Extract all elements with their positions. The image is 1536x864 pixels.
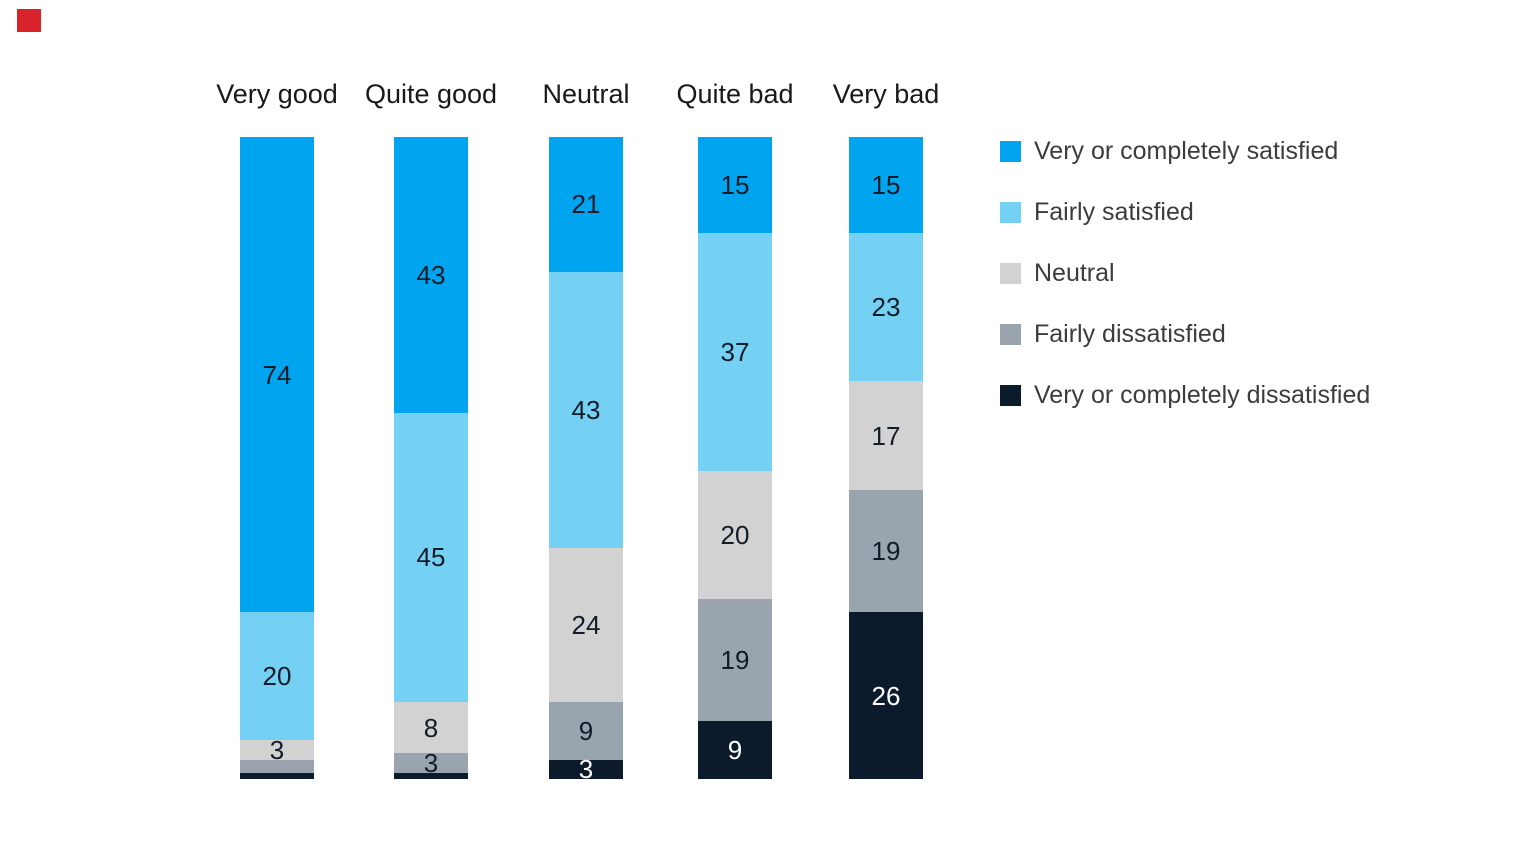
segment-value-label: 15 <box>871 170 901 201</box>
bar-segment: 43 <box>394 137 468 414</box>
legend-label: Fairly satisfied <box>1034 197 1194 226</box>
bar-segment: 26 <box>849 612 923 779</box>
legend-swatch <box>1000 262 1021 284</box>
segment-value-label: 74 <box>262 359 292 390</box>
legend-swatch <box>1000 140 1021 162</box>
bar-segment: 3 <box>240 737 314 763</box>
category-label: Very bad <box>832 79 940 109</box>
segment-value-label: 20 <box>720 520 750 551</box>
stacked-bar: 21 43 24 9 3 <box>549 137 623 782</box>
legend-swatch <box>1000 323 1021 345</box>
segment-value-label: 9 <box>578 715 594 746</box>
segment-value-label: 23 <box>871 292 901 323</box>
segment-value-label: 24 <box>571 609 601 640</box>
stacked-bar: 43 45 8 3 <box>394 137 468 779</box>
segment-value-label: 19 <box>720 645 750 676</box>
category-label: Quite good <box>364 79 498 109</box>
bar-segment: 19 <box>849 490 923 613</box>
bar-segment: 20 <box>698 470 772 600</box>
legend-item: Fairly satisfied <box>1000 197 1370 227</box>
segment-value-label: 19 <box>871 536 901 567</box>
segment-value-label: 21 <box>571 189 601 220</box>
bar-segment: 3 <box>549 756 623 782</box>
bar-segment: 45 <box>394 413 468 702</box>
segment-value-label: 43 <box>571 394 601 425</box>
category-label: Very good <box>216 79 338 109</box>
segment-value-label: 17 <box>871 420 901 451</box>
bar-segment: 23 <box>849 233 923 381</box>
segment-value-label: 37 <box>720 337 750 368</box>
bar-segment <box>240 772 314 779</box>
segment-value-label: 3 <box>423 747 439 778</box>
legend-swatch <box>1000 201 1021 223</box>
bar-segment <box>240 759 314 773</box>
legend-label: Very or completely dissatisfied <box>1034 380 1371 409</box>
segment-value-label: 8 <box>423 712 439 743</box>
category-label: Quite bad <box>676 79 794 109</box>
bar-segment: 43 <box>549 271 623 548</box>
bar-segment: 74 <box>240 137 314 613</box>
segment-value-label: 26 <box>871 680 901 711</box>
bar-segment: 37 <box>698 233 772 471</box>
bar-segment: 20 <box>240 612 314 741</box>
bar-segment <box>394 772 468 779</box>
bar-segment: 24 <box>549 547 623 702</box>
segment-value-label: 9 <box>727 735 743 766</box>
stacked-bar: 15 23 17 19 26 <box>849 137 923 779</box>
bar-segment: 15 <box>849 137 923 234</box>
stacked-bar: 74 20 3 <box>240 137 314 779</box>
segment-value-label: 45 <box>416 542 446 573</box>
bar-segment: 21 <box>549 137 623 272</box>
bar-segment: 19 <box>698 599 772 722</box>
legend: Very or completely satisfied Fairly satis… <box>1000 136 1370 441</box>
bar-segment: 3 <box>394 750 468 776</box>
bar-segment: 17 <box>849 380 923 491</box>
segment-value-label: 20 <box>262 661 292 692</box>
legend-label: Neutral <box>1034 258 1115 287</box>
bar-segment: 15 <box>698 137 772 234</box>
red-square-mark <box>17 9 41 32</box>
legend-item: Fairly dissatisfied <box>1000 319 1370 349</box>
bar-segment: 9 <box>698 721 772 779</box>
segment-value-label: 43 <box>416 260 446 291</box>
legend-item: Very or completely satisfied <box>1000 136 1370 166</box>
legend-item: Very or completely dissatisfied <box>1000 380 1370 410</box>
segment-value-label: 15 <box>720 170 750 201</box>
stacked-bar: 15 37 20 19 9 <box>698 137 772 779</box>
legend-swatch <box>1000 384 1021 406</box>
category-label: Neutral <box>542 79 630 109</box>
legend-label: Very or completely satisfied <box>1034 136 1339 165</box>
segment-value-label: 3 <box>578 754 594 785</box>
legend-item: Neutral <box>1000 258 1370 288</box>
bar-segment: 8 <box>394 701 468 754</box>
segment-value-label: 3 <box>269 735 285 766</box>
legend-label: Fairly dissatisfied <box>1034 319 1226 348</box>
bar-segment: 9 <box>549 701 623 760</box>
